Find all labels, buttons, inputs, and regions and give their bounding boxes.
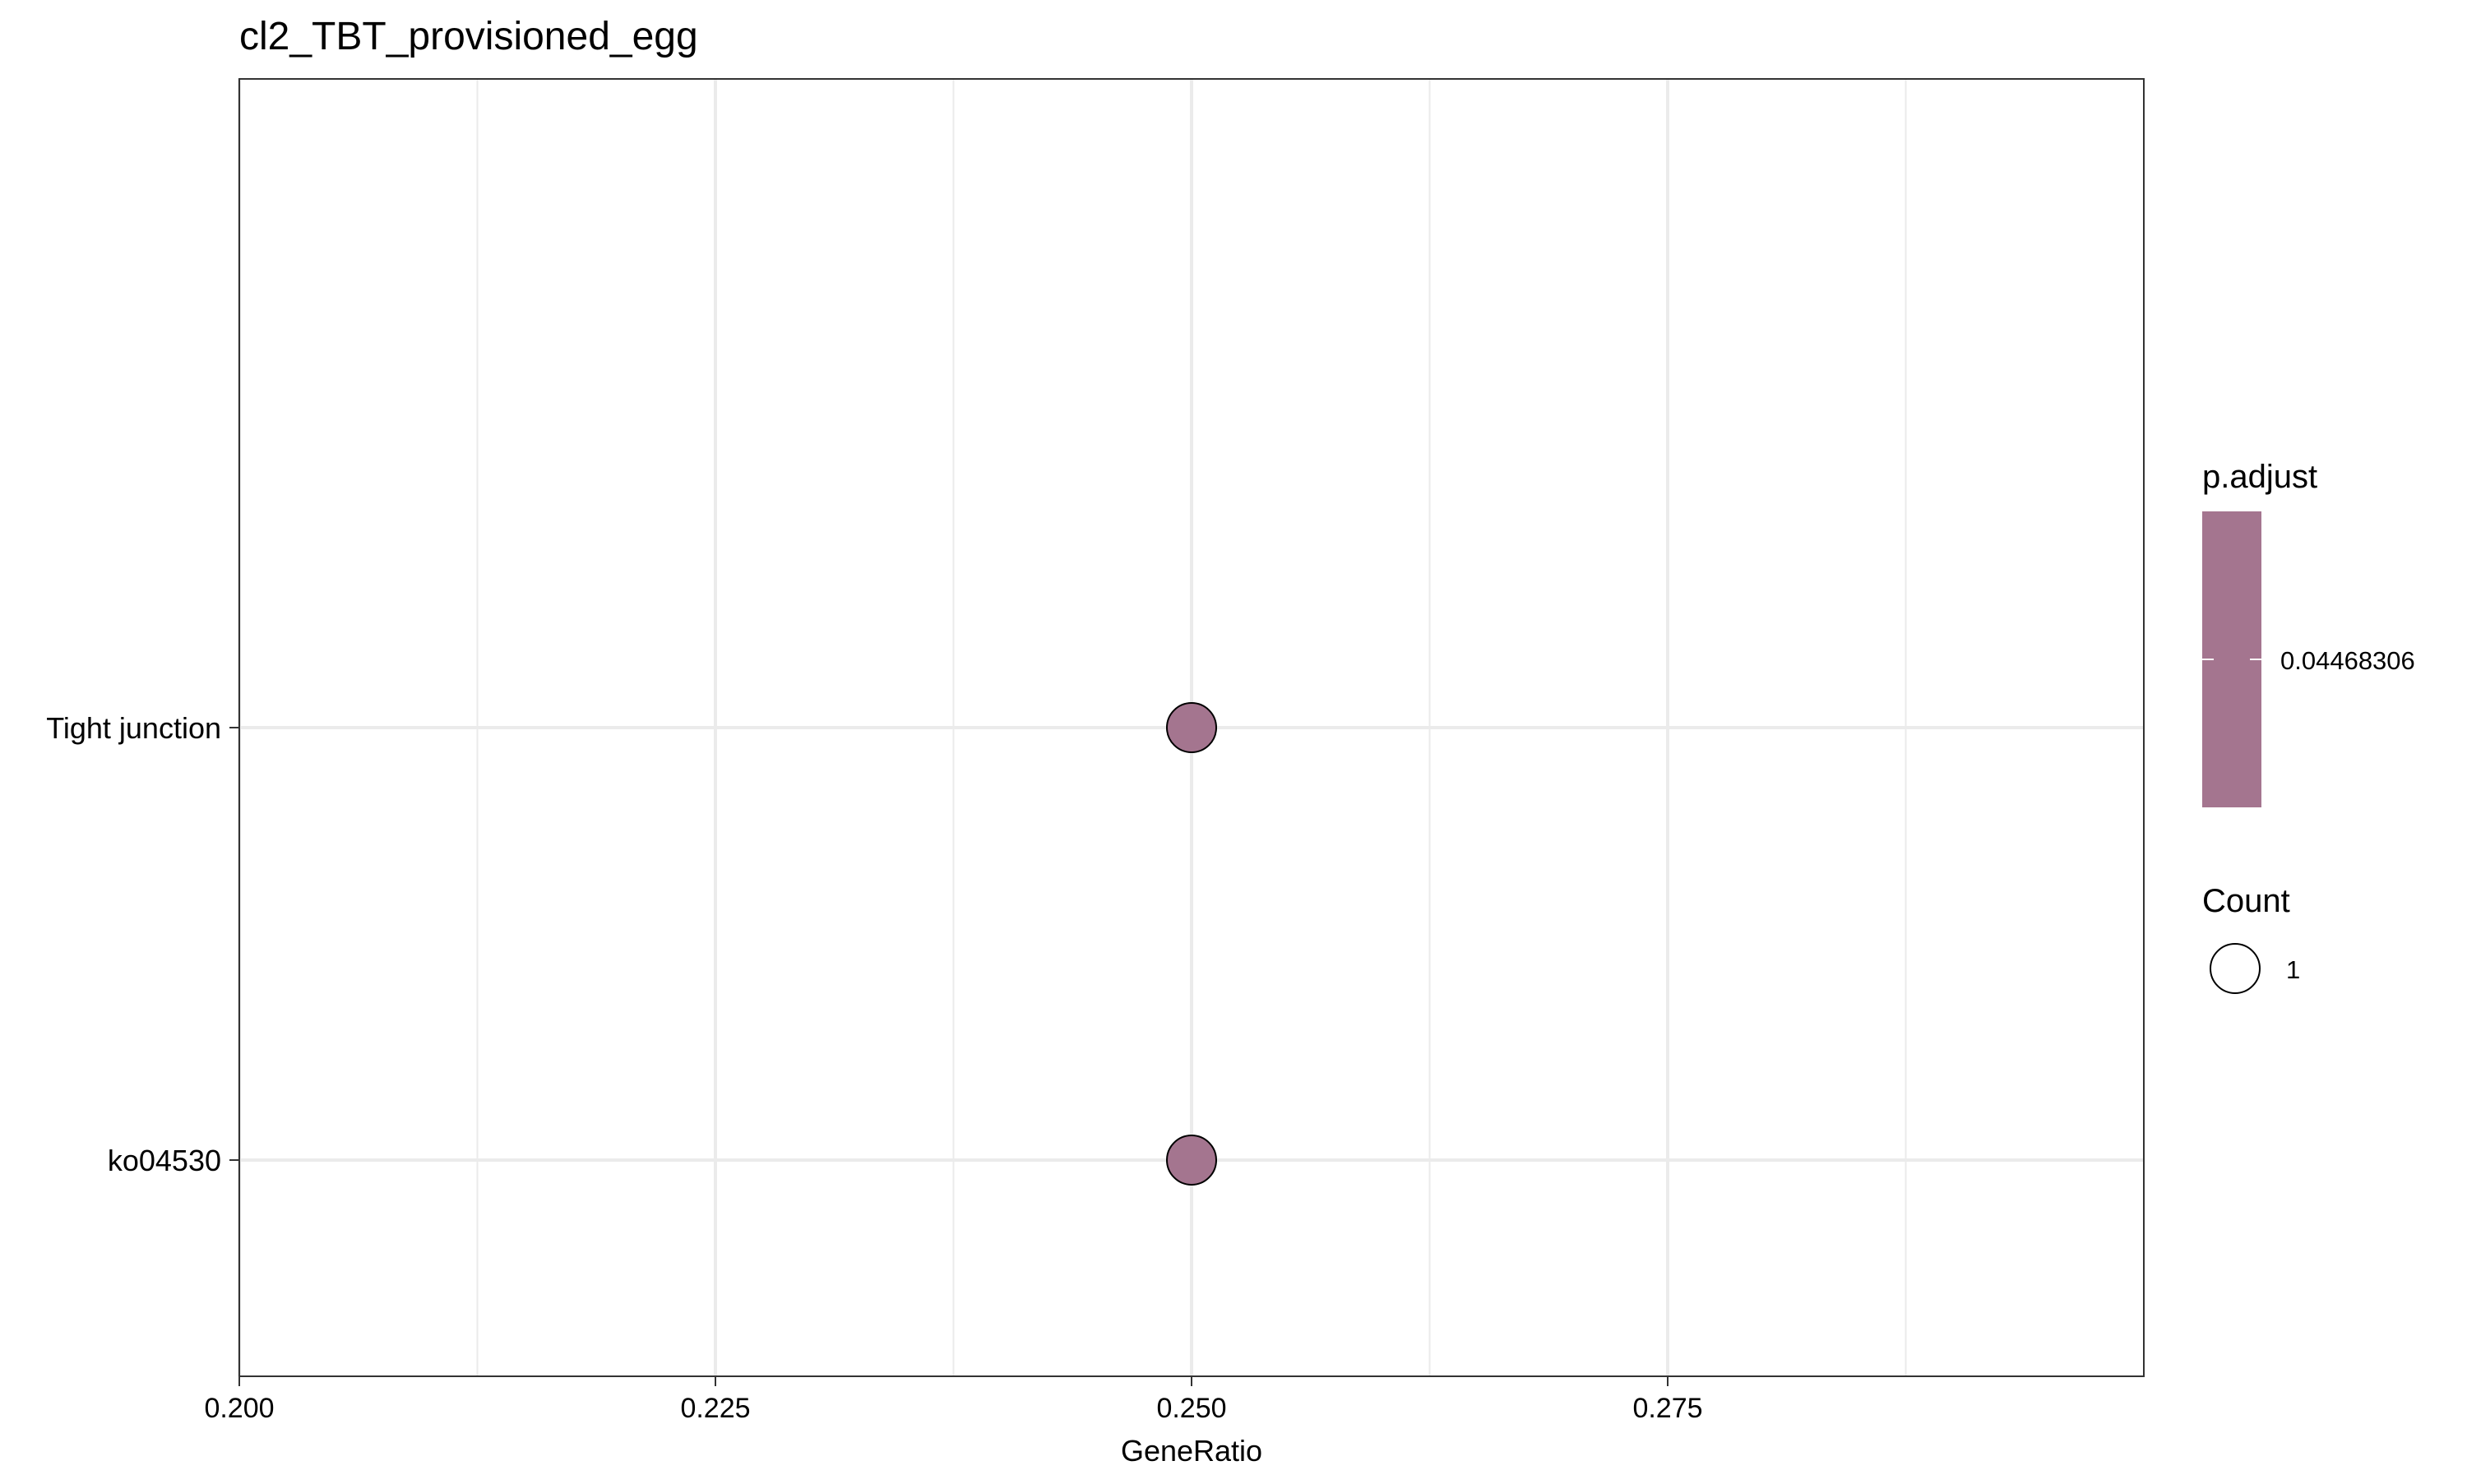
x-tick-label: 0.225: [680, 1393, 750, 1424]
x-axis: 0.200 0.225 0.250 0.275: [204, 1376, 1703, 1424]
legend: p.adjust 0.04468306 Count 1: [2202, 459, 2415, 994]
data-point: [1166, 1135, 1217, 1186]
x-tick-label: 0.200: [204, 1393, 274, 1424]
x-axis-title: GeneRatio: [1121, 1434, 1262, 1468]
data-point: [1166, 702, 1217, 753]
legend-colorbar-label: 0.04468306: [2280, 646, 2415, 675]
y-tick-label: Tight junction: [46, 711, 221, 745]
chart-title: cl2_TBT_provisioned_egg: [239, 15, 698, 58]
data-points: [1166, 702, 1217, 1186]
x-tick-label: 0.275: [1632, 1393, 1702, 1424]
x-tick-label: 0.250: [1156, 1393, 1226, 1424]
legend-size-label: 1: [2286, 955, 2300, 984]
legend-size-key: [2210, 943, 2261, 994]
y-tick-label: ko04530: [108, 1144, 221, 1177]
y-axis: ko04530 Tight junction: [46, 711, 239, 1177]
legend-size-title: Count: [2202, 883, 2290, 919]
legend-color-title: p.adjust: [2202, 459, 2317, 495]
